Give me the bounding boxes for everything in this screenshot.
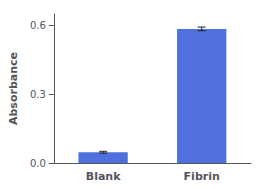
svg-text:Fibrin: Fibrin (184, 170, 220, 183)
svg-text:Blank: Blank (86, 170, 121, 183)
svg-text:0.0: 0.0 (30, 158, 46, 169)
svg-text:0.6: 0.6 (30, 20, 46, 31)
svg-text:0.3: 0.3 (30, 89, 46, 100)
svg-text:Absorbance: Absorbance (7, 52, 20, 125)
